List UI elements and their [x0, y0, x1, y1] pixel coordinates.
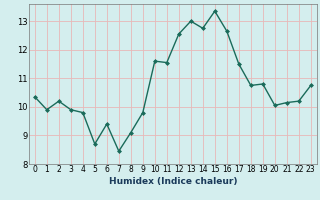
- X-axis label: Humidex (Indice chaleur): Humidex (Indice chaleur): [108, 177, 237, 186]
